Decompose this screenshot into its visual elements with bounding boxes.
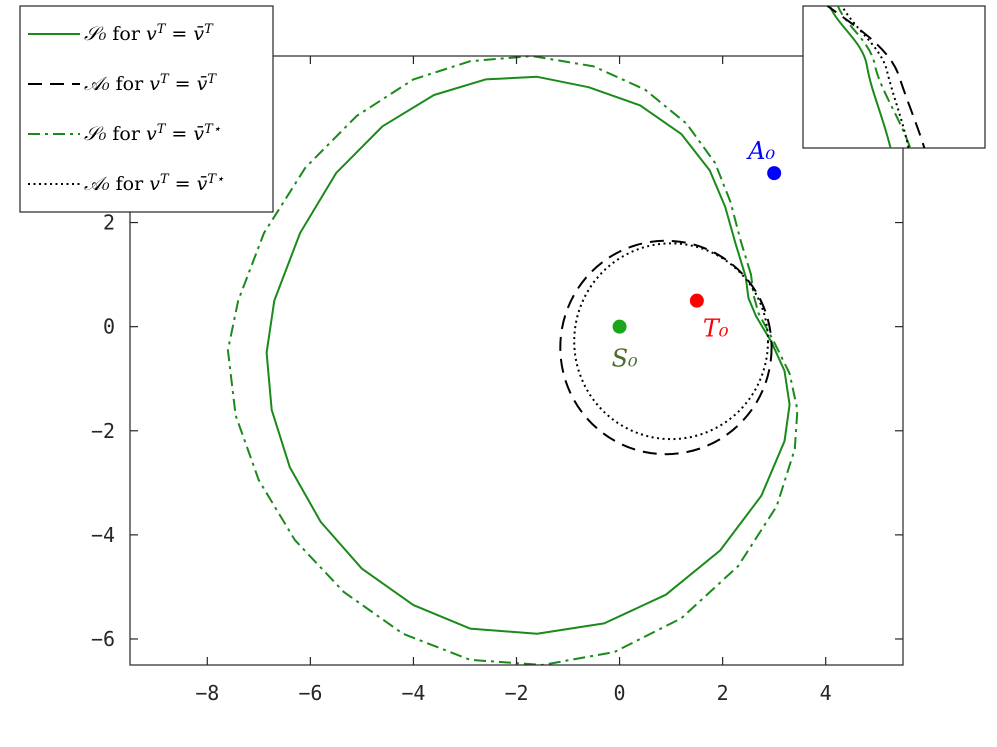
inset-a0-dashed xyxy=(826,6,926,148)
zoom-inset xyxy=(802,5,986,149)
legend-entry-label: 𝒮₀ for vT = v̄T⋆ xyxy=(84,122,221,146)
x-tick-label: −2 xyxy=(504,681,528,705)
legend-entry-label: 𝒜₀ for vT = v̄T⋆ xyxy=(84,172,224,196)
legend: 𝒮₀ for vT = v̄T 𝒜₀ for vT = v̄T 𝒮₀ for vT … xyxy=(19,5,274,213)
x-tick-label: −8 xyxy=(195,681,219,705)
point-label: A₀ xyxy=(746,137,775,165)
legend-entry-label: 𝒜₀ for vT = v̄T xyxy=(84,72,217,96)
axes: −8 −6 −4 −2 0 2 4 −6 −4 −2 0 2 xyxy=(91,55,904,705)
y-tick-label: −2 xyxy=(91,419,115,443)
inset-s0-solid xyxy=(828,6,892,148)
legend-entry-label: 𝒮₀ for vT = v̄T xyxy=(84,22,214,46)
point-label: T₀ xyxy=(703,315,729,343)
y-tick-label: −4 xyxy=(91,523,115,547)
point-marker xyxy=(612,319,627,334)
series-s0-solid-line xyxy=(265,75,791,635)
series-a0-dashed-circle xyxy=(559,239,773,456)
y-tick-label: 2 xyxy=(103,211,115,235)
y-tick-label: 0 xyxy=(103,315,115,339)
x-tick-label: 0 xyxy=(614,681,626,705)
point-marker xyxy=(767,166,782,181)
inset-a0-star-dotted xyxy=(840,6,910,148)
plot-content: S₀ T₀ A₀ xyxy=(226,55,799,665)
inset-s0-star-dashdot xyxy=(836,6,912,148)
x-tick-label: −4 xyxy=(401,681,425,705)
point-label: S₀ xyxy=(612,345,638,373)
series-s0-star-dashdot-line xyxy=(226,55,799,665)
x-tick-label: −6 xyxy=(298,681,322,705)
series-a0-star-dotted-circle xyxy=(573,242,769,441)
legend-box xyxy=(19,5,274,213)
x-tick-label: 4 xyxy=(820,681,832,705)
x-tick-label: 2 xyxy=(717,681,729,705)
inset-box xyxy=(802,5,986,149)
point-marker xyxy=(689,293,704,308)
y-tick-label: −6 xyxy=(91,627,115,651)
